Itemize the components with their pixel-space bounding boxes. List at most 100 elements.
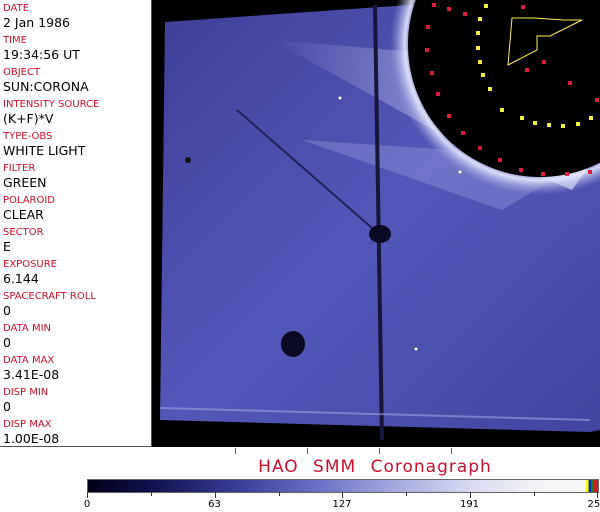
field-label: FILTER xyxy=(3,163,36,174)
red-fiducial xyxy=(447,7,451,11)
red-fiducial xyxy=(521,5,525,9)
field-data-max: DATA MAX 3.41E-08 xyxy=(0,352,151,384)
field-type-obs: TYPE-OBS WHITE LIGHT xyxy=(0,128,151,160)
colorbar-tick xyxy=(87,492,88,498)
axis-tick xyxy=(235,448,236,454)
field-value: 6.144 xyxy=(3,271,39,286)
field-label: SPACECRAFT ROLL xyxy=(3,291,96,302)
red-fiducial xyxy=(432,3,436,7)
red-fiducial xyxy=(565,172,569,176)
field-label: DATE xyxy=(3,3,30,14)
red-fiducial xyxy=(426,25,430,29)
red-fiducial xyxy=(478,146,482,150)
field-spacecraft-roll: SPACECRAFT ROLL 0 xyxy=(0,288,151,320)
axis-tick xyxy=(307,448,308,454)
yellow-fiducial xyxy=(561,124,565,128)
field-date: DATE 2 Jan 1986 xyxy=(0,0,151,32)
colorbar-tick-label: 0 xyxy=(83,499,91,510)
field-value: 2 Jan 1986 xyxy=(3,15,70,30)
field-label: TIME xyxy=(3,35,28,46)
yellow-fiducial xyxy=(488,87,492,91)
instrument-title: HAO SMM Coronagraph xyxy=(258,457,492,477)
field-data-min: DATA MIN 0 xyxy=(0,320,151,352)
field-value: E xyxy=(3,239,11,254)
field-label: DISP MIN xyxy=(3,387,49,398)
red-fiducial xyxy=(525,68,529,72)
red-fiducial xyxy=(542,60,546,64)
colorbar xyxy=(87,479,599,493)
field-label: EXPOSURE xyxy=(3,259,58,270)
yellow-fiducial xyxy=(520,116,524,120)
field-object: OBJECT SUN:CORONA xyxy=(0,64,151,96)
axis-tick xyxy=(451,448,452,454)
colorbar-tick xyxy=(214,492,216,498)
red-fiducial xyxy=(541,172,545,176)
field-label: POLAROID xyxy=(3,195,56,206)
field-disp-min: DISP MIN 0 xyxy=(0,384,151,416)
colorbar-minor-tick xyxy=(278,492,280,496)
field-polaroid: POLAROID CLEAR xyxy=(0,192,151,224)
pointer-triangle xyxy=(507,17,583,66)
field-label: DATA MIN xyxy=(3,323,51,334)
header-info-panel: DATE 2 Jan 1986 TIME 19:34:56 UT OBJECT SUN:C… xyxy=(0,0,152,447)
axis-tick xyxy=(379,448,380,454)
colorbar-minor-tick xyxy=(533,492,535,496)
field-time: TIME 19:34:56 UT xyxy=(0,32,151,64)
occulter-disk xyxy=(408,0,600,177)
fiducial-marks xyxy=(425,3,599,176)
yellow-fiducial xyxy=(476,46,480,50)
occulter-pylon xyxy=(373,4,384,441)
yellow-fiducial xyxy=(476,31,480,35)
field-exposure: EXPOSURE 6.144 xyxy=(0,256,151,288)
dark-spot xyxy=(281,331,305,357)
field-value: (K+F)*V xyxy=(3,111,54,126)
yellow-fiducial xyxy=(533,121,537,125)
field-label: INTENSITY SOURCE xyxy=(3,99,100,110)
field-value: 3.41E-08 xyxy=(3,367,60,382)
field-value: CLEAR xyxy=(3,207,44,222)
yellow-fiducial xyxy=(547,123,551,127)
dark-spot xyxy=(369,225,391,243)
field-label: DISP MAX xyxy=(3,419,52,430)
yellow-fiducial xyxy=(478,60,482,64)
colorbar-tick xyxy=(342,492,343,498)
colorbar-tick-label: 127 xyxy=(332,499,352,510)
colorbar-tick-label: 63 xyxy=(208,499,221,510)
colorbar-tick xyxy=(469,492,471,498)
field-value: WHITE LIGHT xyxy=(3,143,86,158)
colorbar-tick-label: 191 xyxy=(459,499,480,510)
field-intensity-source: INTENSITY SOURCE (K+F)*V xyxy=(0,96,151,128)
field-sector: SECTOR E xyxy=(0,224,151,256)
field-value: GREEN xyxy=(3,175,47,190)
colorbar-tick xyxy=(597,492,598,498)
field-value: 19:34:56 UT xyxy=(3,47,80,62)
pylon-arm xyxy=(236,109,381,236)
field-label: SECTOR xyxy=(3,227,44,238)
red-fiducial xyxy=(463,12,467,16)
field-value: 0 xyxy=(3,335,11,350)
red-fiducial xyxy=(461,131,465,135)
colorbar-tick-label: 255 xyxy=(587,499,600,510)
yellow-fiducial xyxy=(481,73,485,77)
field-filter: FILTER GREEN xyxy=(0,160,151,192)
red-fiducial xyxy=(430,71,434,75)
field-label: OBJECT xyxy=(3,67,41,78)
coronagraph-image xyxy=(152,0,600,447)
bright-streak-2 xyxy=(302,140,552,210)
field-value: 0 xyxy=(3,399,11,414)
red-fiducial xyxy=(498,158,502,162)
field-value: 1.00E-08 xyxy=(3,431,60,446)
field-value: SUN:CORONA xyxy=(3,79,89,94)
yellow-fiducial xyxy=(484,4,488,8)
yellow-fiducial xyxy=(478,17,482,21)
red-fiducial xyxy=(588,170,592,174)
field-label: TYPE-OBS xyxy=(3,131,53,142)
yellow-fiducial xyxy=(576,122,580,126)
colorbar-minor-tick xyxy=(406,492,407,496)
red-fiducial xyxy=(447,114,451,118)
colorbar-minor-tick xyxy=(151,492,152,496)
yellow-fiducial xyxy=(589,116,593,120)
yellow-fiducial xyxy=(500,108,504,112)
red-fiducial xyxy=(436,92,440,96)
red-fiducial xyxy=(595,98,599,102)
